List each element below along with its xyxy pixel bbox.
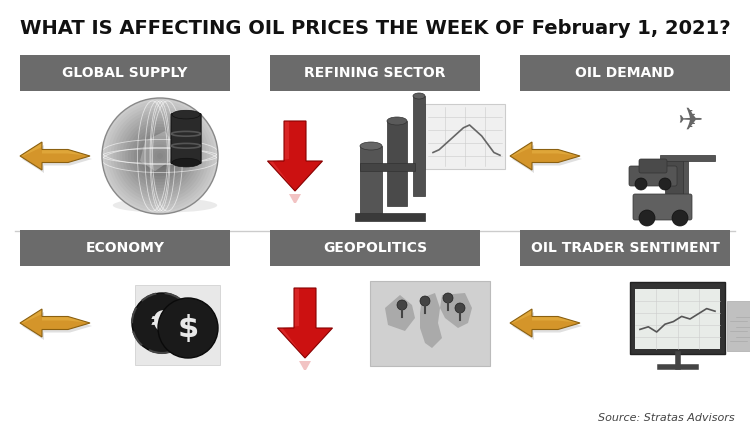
Bar: [630, 282, 725, 354]
Bar: [135, 285, 220, 365]
Bar: [660, 155, 715, 161]
Circle shape: [140, 136, 180, 176]
Circle shape: [102, 98, 218, 214]
Polygon shape: [20, 309, 90, 323]
Circle shape: [148, 144, 172, 168]
Circle shape: [132, 293, 192, 353]
Bar: [425, 104, 505, 168]
Polygon shape: [510, 142, 580, 156]
Text: GEOPOLITICS: GEOPOLITICS: [323, 241, 427, 255]
Polygon shape: [20, 142, 90, 156]
Bar: [520, 55, 730, 91]
Polygon shape: [385, 295, 415, 331]
Circle shape: [122, 118, 198, 194]
Circle shape: [116, 112, 203, 199]
Text: ECONOMY: ECONOMY: [86, 241, 164, 255]
Polygon shape: [278, 288, 332, 358]
Circle shape: [397, 300, 407, 310]
Text: GLOBAL SUPPLY: GLOBAL SUPPLY: [62, 66, 188, 80]
FancyBboxPatch shape: [633, 194, 692, 220]
Bar: [413, 96, 425, 196]
Polygon shape: [512, 312, 582, 340]
Ellipse shape: [112, 198, 218, 213]
Text: €: €: [152, 309, 172, 337]
Text: WHAT IS AFFECTING OIL PRICES THE WEEK OF February 1, 2021?: WHAT IS AFFECTING OIL PRICES THE WEEK OF…: [20, 19, 730, 38]
Circle shape: [142, 138, 178, 173]
Text: $: $: [177, 314, 199, 343]
Circle shape: [108, 104, 212, 208]
Polygon shape: [512, 145, 582, 173]
Bar: [387, 121, 407, 206]
Circle shape: [420, 296, 430, 306]
Bar: [665, 161, 683, 196]
Polygon shape: [22, 145, 92, 173]
FancyBboxPatch shape: [171, 114, 201, 164]
Polygon shape: [268, 121, 292, 187]
Polygon shape: [289, 194, 301, 203]
Circle shape: [113, 110, 206, 202]
Circle shape: [111, 107, 209, 206]
Bar: [370, 280, 490, 366]
Bar: [355, 213, 425, 221]
Circle shape: [128, 124, 192, 188]
Circle shape: [125, 121, 195, 191]
Polygon shape: [420, 293, 442, 348]
Polygon shape: [268, 121, 322, 191]
Polygon shape: [510, 142, 580, 170]
Circle shape: [443, 293, 453, 303]
Bar: [360, 163, 415, 171]
Circle shape: [157, 153, 163, 159]
Circle shape: [659, 178, 671, 190]
Text: OIL DEMAND: OIL DEMAND: [575, 66, 675, 80]
Circle shape: [152, 147, 169, 164]
Ellipse shape: [413, 93, 425, 99]
Polygon shape: [140, 131, 175, 171]
FancyBboxPatch shape: [629, 166, 677, 186]
Circle shape: [635, 178, 647, 190]
Polygon shape: [20, 309, 90, 337]
Bar: [20, 55, 230, 91]
Polygon shape: [510, 309, 580, 337]
FancyBboxPatch shape: [639, 159, 667, 173]
Bar: [20, 230, 230, 266]
Ellipse shape: [172, 158, 200, 167]
Polygon shape: [510, 309, 580, 323]
Polygon shape: [440, 293, 472, 328]
Circle shape: [158, 298, 218, 358]
Circle shape: [455, 303, 465, 313]
Bar: [270, 230, 480, 266]
Text: Source: Stratas Advisors: Source: Stratas Advisors: [598, 413, 735, 423]
Text: OIL TRADER SENTIMENT: OIL TRADER SENTIMENT: [530, 241, 719, 255]
Bar: [733, 305, 750, 347]
Polygon shape: [278, 288, 302, 354]
Ellipse shape: [387, 117, 407, 125]
Circle shape: [119, 116, 200, 197]
Text: REFINING SECTOR: REFINING SECTOR: [304, 66, 446, 80]
Polygon shape: [22, 312, 92, 340]
Circle shape: [134, 130, 186, 182]
Ellipse shape: [360, 142, 382, 150]
Circle shape: [672, 210, 688, 226]
Bar: [683, 161, 688, 201]
Circle shape: [131, 127, 189, 185]
Bar: [270, 55, 480, 91]
Bar: [520, 230, 730, 266]
Ellipse shape: [172, 110, 200, 119]
Circle shape: [105, 101, 215, 211]
Circle shape: [639, 210, 655, 226]
Text: ✈: ✈: [677, 106, 703, 135]
Polygon shape: [299, 361, 311, 370]
Bar: [635, 289, 720, 349]
Polygon shape: [20, 142, 90, 170]
Circle shape: [146, 142, 175, 171]
Bar: [727, 301, 750, 351]
Circle shape: [136, 133, 183, 179]
Circle shape: [154, 150, 166, 162]
Bar: [360, 146, 382, 216]
